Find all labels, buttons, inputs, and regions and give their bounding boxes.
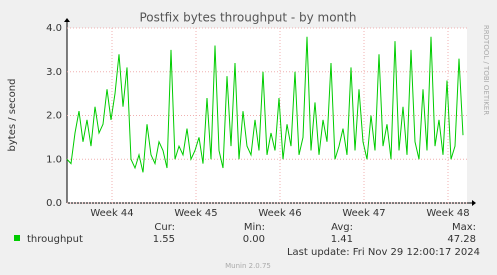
x-tick-label: Week 47 <box>342 208 385 219</box>
y-tick-label: 0.0 <box>46 198 62 209</box>
y-tick-label: 1.0 <box>46 154 62 165</box>
series-line <box>66 36 464 173</box>
x-tick-label: Week 44 <box>90 208 133 219</box>
stat-value: 1.55 <box>153 234 175 245</box>
chart-title: Postfix bytes throughput - by month <box>140 11 357 25</box>
y-tick-label: 3.0 <box>46 67 62 78</box>
stat-value: 1.41 <box>331 234 353 245</box>
legend-label: throughput <box>27 234 83 245</box>
footer: Munin 2.0.75 <box>225 262 271 270</box>
stat-header: Max: <box>452 222 476 233</box>
stat-value: 0.00 <box>243 234 265 245</box>
stat-header: Cur: <box>154 222 175 233</box>
y-axis-label: bytes / second <box>7 79 18 152</box>
stat-header: Min: <box>244 222 265 233</box>
y-tick-label: 4.0 <box>46 23 62 34</box>
x-tick-label: Week 48 <box>426 208 469 219</box>
legend-swatch <box>14 235 20 241</box>
x-arrow <box>472 200 476 206</box>
x-tick-label: Week 45 <box>174 208 217 219</box>
watermark: RRDTOOL / TOBI OETIKER <box>482 25 490 115</box>
y-tick-label: 2.0 <box>46 111 62 122</box>
y-arrow <box>64 18 70 22</box>
x-tick-label: Week 46 <box>258 208 301 219</box>
last-update: Last update: Fri Nov 29 12:00:17 2024 <box>287 247 480 258</box>
stat-header: Avg: <box>331 222 353 233</box>
stat-value: 47.28 <box>447 234 476 245</box>
